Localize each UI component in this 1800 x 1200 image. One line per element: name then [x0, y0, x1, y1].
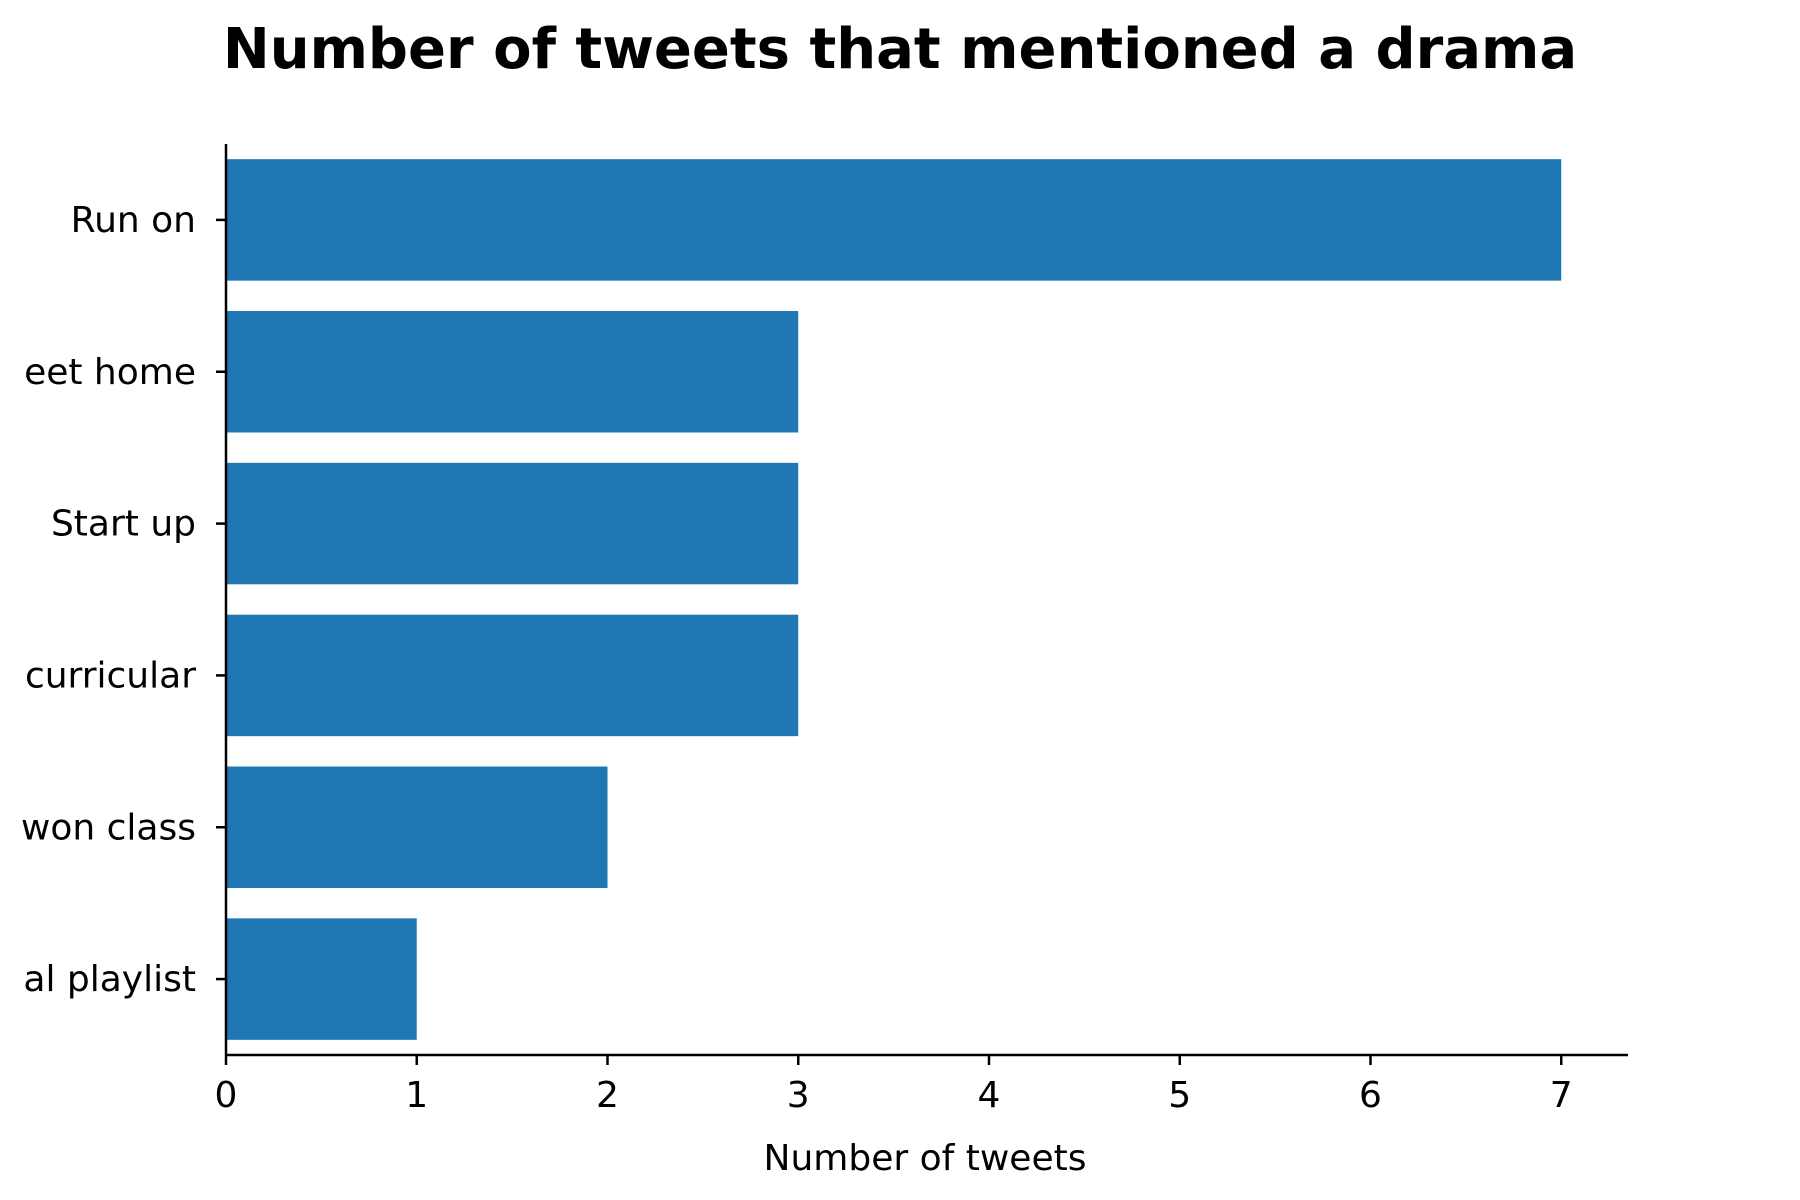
bars-group [226, 159, 1562, 1040]
x-tick-label: 4 [978, 1075, 1001, 1116]
bar [226, 918, 417, 1040]
bar [226, 614, 799, 737]
y-tick-label: Run on [71, 200, 196, 241]
bar [226, 462, 799, 585]
y-tick-label: won class [21, 807, 196, 848]
x-tick-label: 3 [787, 1075, 810, 1116]
y-axis-ticks: Run on eet home Start up curricular won clas… [21, 200, 226, 1000]
x-axis-ticks: 0 1 2 3 4 5 6 7 [215, 1055, 1573, 1116]
y-tick-label: eet home [24, 352, 196, 393]
x-tick-label: 6 [1359, 1075, 1382, 1116]
x-tick-label: 1 [405, 1075, 428, 1116]
y-tick-label: Start up [51, 504, 196, 545]
bar [226, 159, 1562, 281]
x-tick-label: 2 [596, 1075, 619, 1116]
x-tick-label: 7 [1550, 1075, 1573, 1116]
x-tick-label: 0 [215, 1075, 238, 1116]
chart-title: Number of tweets that mentioned a drama [223, 17, 1577, 82]
x-axis-label: Number of tweets [764, 1138, 1087, 1179]
x-tick-label: 5 [1168, 1075, 1191, 1116]
y-tick-label: curricular [25, 655, 196, 696]
y-tick-label: al playlist [23, 959, 196, 1000]
bar [226, 311, 799, 433]
bar [226, 766, 608, 888]
